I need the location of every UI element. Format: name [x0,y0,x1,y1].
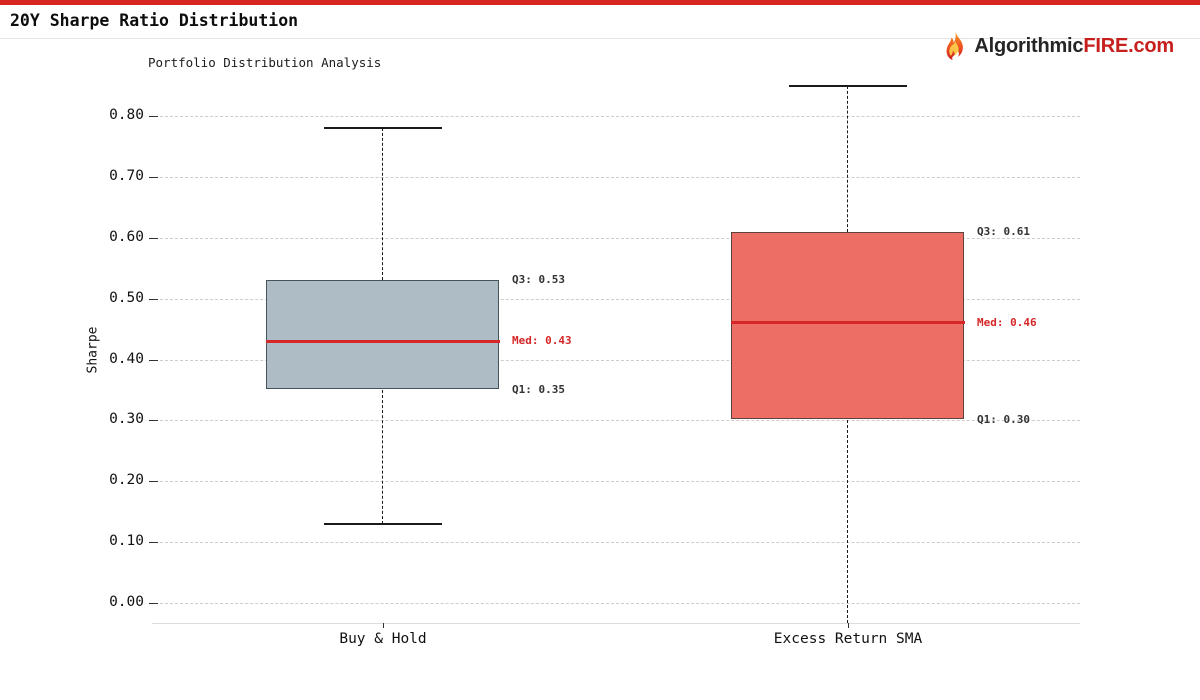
header-divider [0,38,1200,39]
x-axis-line [152,623,1080,624]
y-tick-label: 0.40 [109,350,144,367]
whisker-cap-upper [324,127,442,130]
whisker-lower [847,420,848,623]
median-line [731,321,965,325]
whisker-cap-lower [324,522,442,525]
brand-text: AlgorithmicFIRE.com [974,35,1174,58]
x-tick-label: Buy & Hold [339,631,427,647]
brand-highlight: FIRE [1083,34,1129,57]
x-tick-mark [848,623,849,628]
gridline [160,176,1080,178]
y-tick-mark [149,542,158,544]
gridline [160,359,1080,361]
top-accent-bar [0,0,1200,5]
chart-subtitle: Portfolio Distribution Analysis [148,55,382,70]
y-tick-mark [149,420,158,422]
brand-suffix: .com [1128,34,1174,57]
y-tick-mark [149,603,158,604]
gridline [160,298,1080,300]
whisker-cap-upper [789,84,907,87]
gridline [160,542,1080,544]
annotation-q3: Q3: 0.61 [977,224,1030,238]
annotation-q1: Q1: 0.30 [977,413,1030,427]
y-tick-label: 0.80 [109,107,144,123]
y-tick-label: 0.50 [109,289,144,306]
y-tick-mark [149,116,158,117]
y-tick-mark [149,298,158,300]
y-tick-label: 0.60 [109,228,144,245]
gridline [160,481,1080,483]
annotation-med: Med: 0.46 [977,315,1037,329]
y-tick-label: 0.00 [109,594,144,610]
gridline [160,116,1080,117]
y-tick-label: 0.10 [109,533,144,550]
gridline [160,603,1080,604]
y-tick-mark [149,359,158,361]
y-tick-mark [149,481,158,483]
gridline [160,237,1080,239]
boxplot-box [266,280,499,389]
page-title: 20Y Sharpe Ratio Distribution [10,11,299,30]
y-tick-label: 0.30 [109,411,144,428]
gridline [160,420,1080,422]
whisker-lower [382,389,383,524]
y-tick-label: 0.20 [109,472,144,489]
whisker-upper [847,85,848,232]
flame-icon [946,31,964,61]
whisker-upper [382,128,383,281]
boxplot-box [731,231,964,420]
x-tick-mark [383,623,384,628]
median-line [266,339,500,343]
x-tick-label: Excess Return SMA [773,631,923,647]
y-tick-mark [149,176,158,178]
brand-logo: AlgorithmicFIRE.com [942,29,1174,63]
y-tick-label: 0.70 [109,167,144,184]
annotation-q3: Q3: 0.53 [512,273,565,287]
annotation-med: Med: 0.43 [512,334,572,348]
brand-prefix: Algorithmic [974,34,1084,57]
y-tick-mark [149,237,158,239]
annotation-q1: Q1: 0.35 [512,382,565,396]
